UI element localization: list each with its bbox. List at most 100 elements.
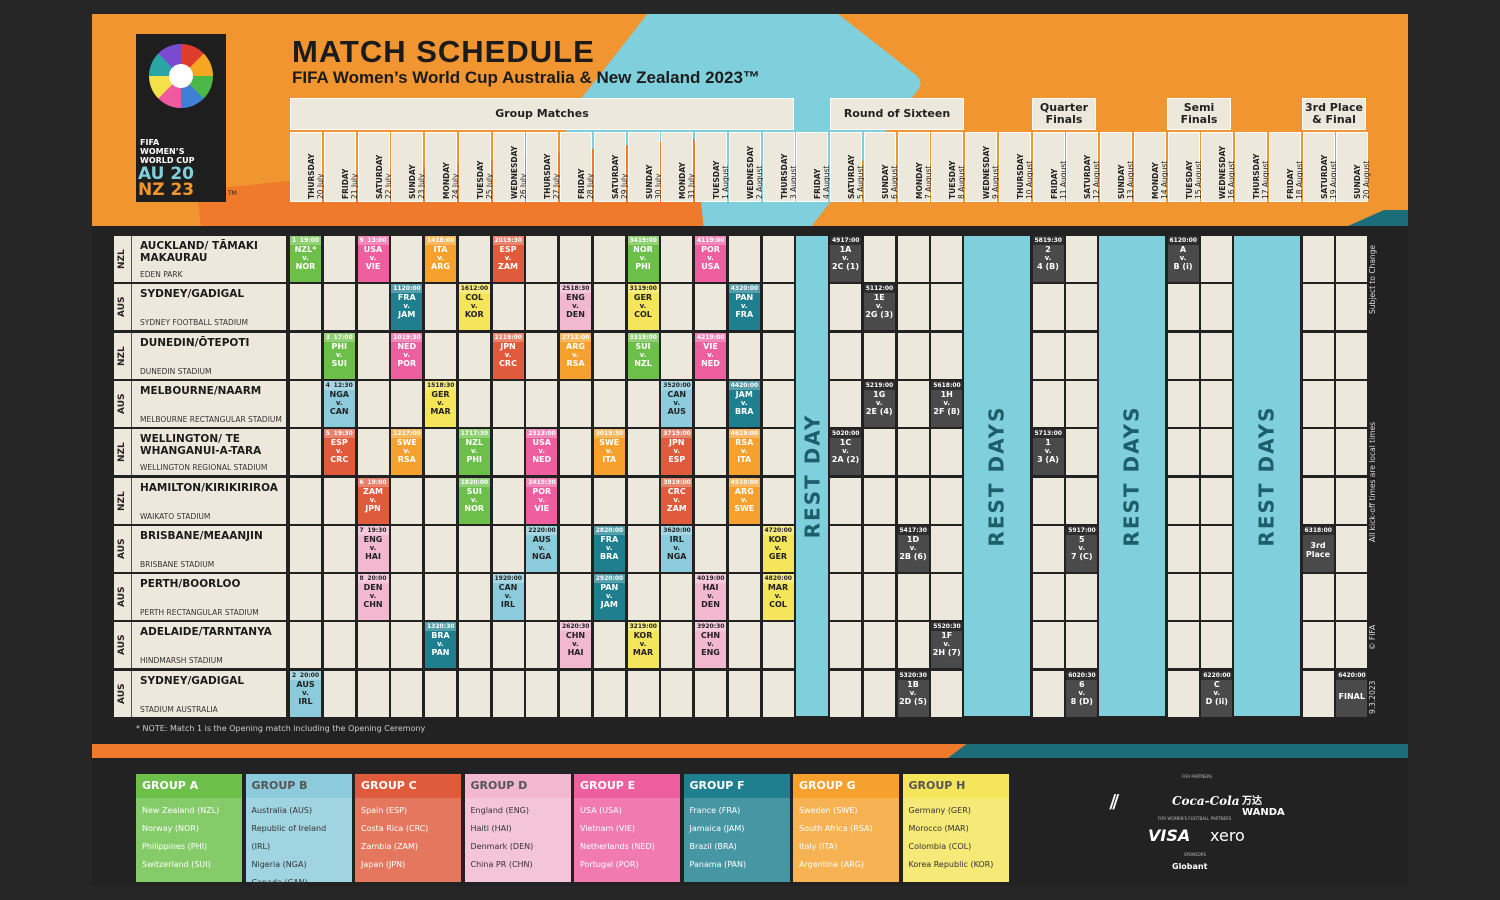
versus: v.: [740, 398, 748, 407]
match-card[interactable]: 27 12:00 ARG v. RSA: [560, 332, 591, 379]
schedule-cell: [357, 332, 389, 379]
match-card[interactable]: 21 19:00 JPN v. CRC: [492, 332, 524, 379]
match-card[interactable]: 18 20:00 SUI v. NOR: [458, 477, 490, 524]
match-card[interactable]: 44 20:00 JAM v. BRA: [728, 380, 760, 427]
day-column-header: MONDAY 7 August: [897, 132, 933, 202]
match-card[interactable]: 34 19:00 NOR v. PHI: [627, 236, 659, 282]
venue-row-label: AUS MELBOURNE/NAARM MELBOURNE RECTANGULAR …: [114, 380, 286, 427]
match-card[interactable]: 47 20:00 KOR v. GER: [762, 525, 794, 572]
match-card[interactable]: 9 13:00 USA v. VIE: [357, 236, 389, 282]
match-number-time: 30 19:30: [593, 429, 625, 439]
match-card[interactable]: 14 18:00 ITA v. ARG: [425, 236, 456, 282]
match-card[interactable]: 20 19:30 ESP v. ZAM: [492, 236, 524, 282]
match-card[interactable]: 51 12:00 1E v. 2G (3): [863, 284, 895, 331]
match-card[interactable]: 46 19:00 RSA v. ITA: [728, 429, 760, 476]
match-card[interactable]: 37 19:00 JPN v. ESP: [661, 429, 693, 476]
match-card[interactable]: 15 18:30 GER v. MAR: [425, 380, 456, 427]
away-team: PHI: [635, 262, 651, 271]
match-card[interactable]: 33 19:00 SUI v. NZL: [627, 332, 659, 379]
match-card[interactable]: 29 20:00 PAN v. JAM: [593, 574, 625, 621]
versus: v.: [335, 398, 343, 407]
schedule-cell: [762, 429, 794, 476]
group-title: GROUP G: [799, 779, 856, 792]
match-card[interactable]: 63 18:00 3rd Place: [1302, 525, 1334, 572]
match-card[interactable]: 1 19:00 NZL* v. NOR: [290, 236, 321, 282]
schedule-cell: [897, 236, 929, 282]
match-card[interactable]: 36 20:00 IRL v. NGA: [661, 525, 693, 572]
match-card[interactable]: 12 17:00 SWE v. RSA: [391, 429, 423, 476]
match-card[interactable]: 56 18:00 1H v. 2F (8): [931, 380, 963, 427]
match-card[interactable]: 22 20:00 AUS v. NGA: [526, 525, 558, 572]
schedule-cell: [357, 284, 389, 331]
match-card[interactable]: 40 19:00 HAI v. DEN: [695, 574, 726, 621]
match-card[interactable]: 11 20:00 FRA v. JAM: [391, 284, 423, 331]
match-card[interactable]: 13 20:30 BRA v. PAN: [425, 622, 456, 669]
match-card[interactable]: 17 17:30 NZL v. PHI: [458, 429, 490, 476]
schedule-cell: [863, 429, 895, 476]
match-card[interactable]: 45 19:00 ARG v. SWE: [728, 477, 760, 524]
schedule-cell: [323, 525, 355, 572]
home-team: 1E: [873, 293, 885, 303]
match-card[interactable]: 3 17:00 PHI v. SUI: [323, 332, 355, 379]
match-card[interactable]: 42 19:00 VIE v. NED: [695, 332, 726, 379]
match-card[interactable]: 16 12:00 COL v. KOR: [458, 284, 490, 331]
match-card[interactable]: 28 20:00 FRA v. BRA: [593, 525, 625, 572]
match-number-time: 32 19:00: [627, 622, 659, 632]
match-card[interactable]: 30 19:30 SWE v. ITA: [593, 429, 625, 476]
match-card[interactable]: 55 20:30 1F v. 2H (7): [931, 622, 963, 669]
match-number-time: 36 20:00: [661, 525, 693, 535]
match-card[interactable]: 31 19:00 GER v. COL: [627, 284, 659, 331]
match-card[interactable]: 35 20:00 CAN v. AUS: [661, 380, 693, 427]
match-card[interactable]: 23 13:00 USA v. NED: [526, 429, 558, 476]
match-card[interactable]: 32 19:00 KOR v. MAR: [627, 622, 659, 669]
match-card[interactable]: 7 19:30 ENG v. HAI: [357, 525, 389, 572]
venue-country: NZL: [114, 477, 132, 524]
venue-name: WELLINGTON/ TE WHANGANUI-A-TARA: [140, 433, 262, 458]
day-column-header: MONDAY 31 July: [661, 132, 696, 202]
venue-country: NZL: [114, 332, 132, 379]
day-column-header: WEDNESDAY 16 August: [1201, 132, 1236, 202]
venue-country: AUS: [114, 622, 132, 669]
match-card[interactable]: 19 20:00 CAN v. IRL: [492, 574, 524, 621]
match-card[interactable]: 38 19:00 CRC v. ZAM: [661, 477, 693, 524]
venue-row-label: NZL HAMILTON/KIRIKIRIROA WAIKATO STADIUM: [114, 477, 286, 524]
match-card[interactable]: 49 17:00 1A v. 2C (1): [830, 236, 861, 282]
match-number-time: 61 20:00: [1167, 236, 1199, 245]
match-card[interactable]: 43 20:00 PAN v. FRA: [728, 284, 760, 331]
match-card[interactable]: 10 19:30 NED v. POR: [391, 332, 423, 379]
match-card[interactable]: 58 19:30 2 v. 4 (B): [1032, 236, 1064, 282]
schedule-cell: [1302, 670, 1334, 717]
schedule-cell: [728, 670, 760, 717]
match-card[interactable]: 4 12:30 NGA v. CAN: [323, 380, 355, 427]
match-card[interactable]: 64 20:00 FINAL: [1336, 670, 1368, 717]
match-card[interactable]: 60 20:30 6 v. 8 (D): [1066, 670, 1098, 717]
match-card[interactable]: 24 19:30 POR v. VIE: [526, 477, 558, 524]
match-card[interactable]: 54 17:30 1D v. 2B (6): [897, 525, 929, 572]
group-panel: GROUP A New Zealand (NZL) Norway (NOR) Phil…: [136, 774, 242, 882]
match-card[interactable]: 6 19:00 ZAM v. JPN: [357, 477, 389, 524]
match-number-time: 29 20:00: [593, 574, 625, 584]
match-card[interactable]: 50 20:00 1C v. 2A (2): [830, 429, 861, 476]
venue-country-code: NZL: [117, 249, 127, 269]
away-team: MAR: [632, 648, 654, 658]
match-card[interactable]: 8 20:00 DEN v. CHN: [357, 574, 389, 621]
versus: v.: [437, 254, 444, 262]
stage-round-of-sixteen: Round of Sixteen: [830, 98, 964, 130]
match-card[interactable]: 41 19:00 POR v. USA: [695, 236, 726, 282]
match-card[interactable]: 26 20:30 CHN v. HAI: [560, 622, 591, 669]
match-card[interactable]: 57 13:00 1 v. 3 (A): [1032, 429, 1064, 476]
match-card[interactable]: 25 18:30 ENG v. DEN: [560, 284, 591, 331]
match-card[interactable]: 53 20:30 1B v. 2D (5): [897, 670, 929, 717]
match-card[interactable]: 52 19:00 1G v. 2E (4): [863, 380, 895, 427]
match-card[interactable]: 5 19:30 ESP v. CRC: [323, 429, 355, 476]
day-column-header: SATURDAY 22 July: [357, 132, 393, 202]
schedule-cell: [1066, 622, 1098, 669]
match-card[interactable]: 2 20:00 AUS v. IRL: [290, 670, 321, 717]
match-card[interactable]: 59 17:00 5 v. 7 (C): [1066, 525, 1098, 572]
match-number-time: 40 19:00: [695, 574, 726, 584]
match-card[interactable]: 39 20:30 CHN v. ENG: [695, 622, 726, 669]
match-card[interactable]: 48 20:00 MAR v. COL: [762, 574, 794, 621]
away-team: POR: [397, 358, 417, 368]
